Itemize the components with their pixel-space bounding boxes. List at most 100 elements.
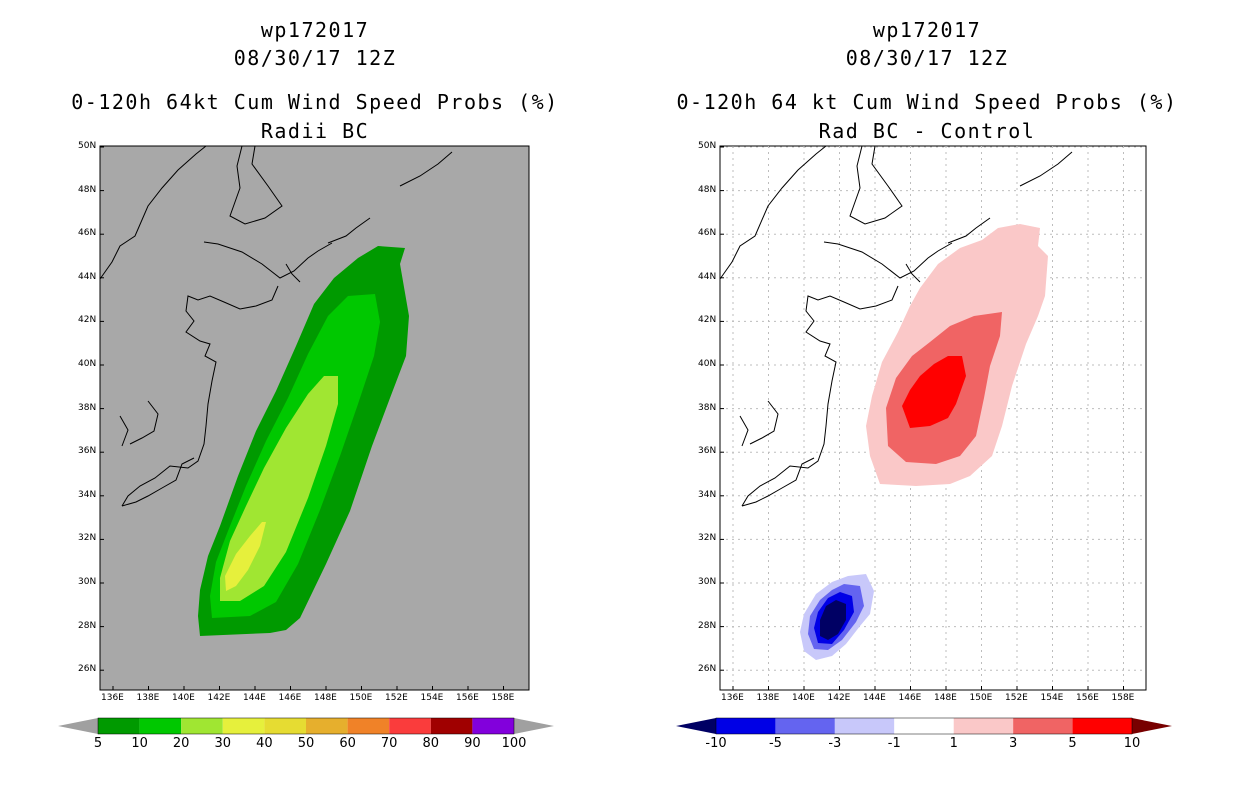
colorbar-label: 50 [297, 736, 315, 751]
colorbar-label: 70 [380, 736, 398, 751]
lon-label: 140E [792, 693, 815, 703]
lon-label: 142E [207, 693, 231, 703]
lon-label: 146E [278, 693, 302, 703]
lat-label: 26N [78, 664, 97, 675]
colorbar-swatch [472, 718, 514, 734]
colorbar-swatch [775, 718, 835, 734]
colorbar-swatch [181, 718, 223, 734]
colorbar-swatch [1013, 718, 1073, 734]
right-grid-ticks [720, 146, 1124, 690]
colorbar-label: 80 [422, 736, 440, 751]
left-grid-ticks [100, 146, 504, 690]
lat-label: 38N [78, 402, 97, 413]
lon-label: 154E [420, 693, 444, 703]
colorbar-swatch [834, 718, 895, 734]
colorbar-swatch [139, 718, 182, 734]
lat-label: 50N [698, 141, 717, 151]
colorbar-swatch [222, 718, 265, 734]
lon-label: 138E [756, 693, 780, 703]
lon-label: 146E [898, 693, 922, 703]
colorbar-label: 10 [1123, 736, 1141, 751]
lon-label: 150E [969, 693, 993, 703]
colorbar-outline [97, 717, 515, 735]
lat-label: 34N [698, 489, 717, 500]
lat-label: 26N [698, 664, 717, 675]
left-probability-contours [198, 246, 409, 636]
colorbar-label: 60 [339, 736, 356, 751]
right-coastlines [719, 145, 1073, 507]
right-datetime: 08/30/17 12Z [845, 46, 1009, 70]
left-product-title: 0-120h 64kt Cum Wind Speed Probs (%) [71, 90, 559, 114]
colorbar-swatch [894, 718, 954, 734]
lat-label: 40N [78, 359, 97, 369]
lon-label: 148E [934, 693, 957, 703]
colorbar-label: 90 [464, 736, 481, 751]
colorbar-swatch [430, 718, 473, 734]
right-storm-id: wp172017 [872, 18, 982, 42]
colorbar-right-arrow [514, 718, 554, 734]
left-subtitle: Radii BC [260, 119, 370, 143]
lat-label: 30N [698, 577, 717, 587]
lat-label: 36N [698, 446, 717, 457]
colorbar-label: -5 [768, 736, 782, 751]
lon-label: 142E [827, 693, 851, 703]
lon-label: 152E [385, 693, 408, 703]
lon-label: 140E [172, 693, 195, 703]
contour-30pct [225, 522, 266, 591]
colorbar-right-arrow [1132, 718, 1172, 734]
colorbar-swatch [953, 718, 1014, 734]
lat-label: 30N [78, 577, 97, 587]
colorbar-swatch [306, 718, 348, 734]
right-difference-map [719, 145, 1147, 691]
lon-label: 148E [314, 693, 337, 703]
colorbar-label: -1 [887, 736, 901, 751]
colorbar-label: 30 [214, 736, 232, 751]
contour-plus-5 [902, 356, 966, 428]
colorbar-outline [715, 717, 1133, 735]
right-subtitle: Rad BC - Control [818, 119, 1036, 143]
right-product-title: 0-120h 64 kt Cum Wind Speed Probs (%) [676, 90, 1178, 114]
left-datetime: 08/30/17 12Z [233, 46, 397, 70]
left-probability-map [99, 145, 530, 691]
colorbar-swatch [98, 718, 140, 734]
colorbar-swatch [389, 718, 431, 734]
lat-label: 32N [78, 533, 97, 544]
lon-label: 152E [1005, 693, 1028, 703]
colorbar-label: 5 [93, 736, 103, 751]
colorbar-label: 5 [1068, 736, 1077, 751]
lon-label: 158E [491, 693, 515, 703]
lat-label: 38N [698, 402, 717, 413]
lat-label: 42N [78, 315, 97, 326]
colorbar-label: -10 [705, 736, 727, 751]
lon-label: 150E [349, 693, 373, 703]
lat-label: 46N [78, 228, 97, 239]
left-colorbar [58, 717, 554, 735]
right-colorbar [676, 717, 1172, 735]
lon-label: 144E [243, 693, 266, 703]
lat-label: 44N [698, 271, 717, 282]
lon-label: 136E [721, 693, 744, 703]
right-difference-contours [800, 224, 1048, 660]
lon-label: 144E [863, 693, 886, 703]
lon-label: 156E [456, 693, 479, 703]
colorbar-swatch [716, 718, 776, 734]
lon-label: 156E [1076, 693, 1099, 703]
lat-label: 34N [78, 489, 97, 500]
lon-label: 136E [101, 693, 124, 703]
colorbar-swatch [264, 718, 306, 734]
colorbar-left-arrow [676, 718, 716, 734]
colorbar-swatch [347, 718, 390, 734]
colorbar-label: 1 [949, 736, 958, 751]
lon-label: 154E [1040, 693, 1064, 703]
lon-label: 158E [1111, 693, 1135, 703]
lat-label: 42N [698, 315, 717, 326]
lat-label: 40N [698, 359, 717, 369]
lat-label: 44N [78, 271, 97, 282]
lat-label: 48N [78, 184, 97, 195]
lat-label: 32N [698, 533, 717, 544]
contour-minus-10 [820, 600, 846, 640]
lat-label: 28N [698, 620, 717, 631]
left-storm-id: wp172017 [260, 18, 370, 42]
colorbar-label: 3 [1009, 736, 1018, 751]
lon-label: 138E [136, 693, 160, 703]
